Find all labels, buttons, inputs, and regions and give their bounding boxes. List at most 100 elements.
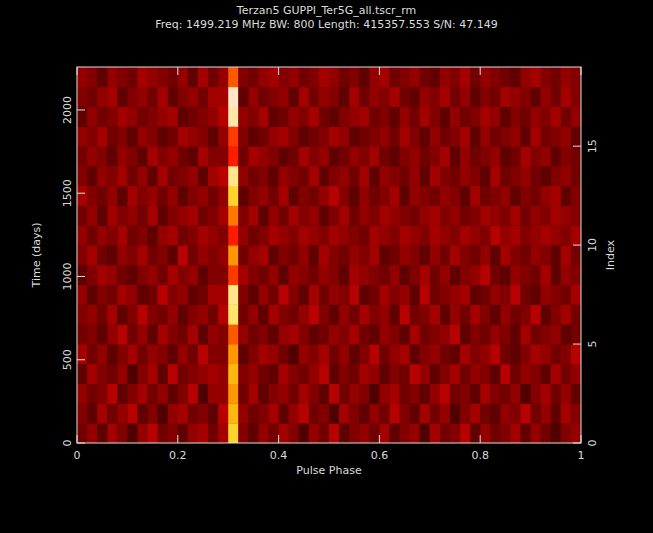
- y-tick-label: 0: [61, 440, 74, 447]
- cell: [319, 423, 329, 443]
- y2-tick: [573, 245, 581, 246]
- cell: [521, 206, 531, 226]
- cell: [541, 126, 551, 146]
- cell: [389, 166, 399, 186]
- cell: [228, 403, 238, 423]
- cell: [369, 423, 379, 443]
- cell: [188, 384, 198, 404]
- x-tick-top: [77, 67, 78, 75]
- cell: [470, 344, 480, 364]
- cell: [400, 403, 410, 423]
- cell: [410, 146, 420, 166]
- y2-axis-title: Index: [604, 239, 617, 270]
- cell: [541, 344, 551, 364]
- cell: [389, 265, 399, 285]
- cell: [369, 364, 379, 384]
- cell: [541, 324, 551, 344]
- cell: [329, 245, 339, 265]
- cell: [339, 324, 349, 344]
- cell: [359, 384, 369, 404]
- cell: [490, 423, 500, 443]
- cell: [430, 206, 440, 226]
- cell: [480, 225, 490, 245]
- frame: [77, 67, 581, 443]
- cell: [228, 423, 238, 443]
- cell: [309, 245, 319, 265]
- cell: [218, 265, 228, 285]
- cell: [420, 403, 430, 423]
- cell: [510, 344, 520, 364]
- cell: [410, 67, 420, 87]
- cell: [97, 146, 107, 166]
- cell: [470, 107, 480, 127]
- cell: [420, 67, 430, 87]
- cell: [410, 285, 420, 305]
- cell: [289, 324, 299, 344]
- cell: [309, 423, 319, 443]
- cell: [349, 403, 359, 423]
- x-tick: [278, 435, 279, 443]
- cell: [500, 245, 510, 265]
- cell: [97, 423, 107, 443]
- cell: [107, 403, 117, 423]
- cell: [258, 107, 268, 127]
- cell: [188, 403, 198, 423]
- cell: [480, 245, 490, 265]
- cell: [238, 423, 248, 443]
- cell: [87, 344, 97, 364]
- cell: [389, 107, 399, 127]
- cell: [500, 285, 510, 305]
- cell: [289, 403, 299, 423]
- cell: [168, 384, 178, 404]
- cell: [571, 285, 581, 305]
- cell: [531, 67, 541, 87]
- cell: [238, 67, 248, 87]
- cell: [87, 384, 97, 404]
- cell: [279, 206, 289, 226]
- cell: [248, 67, 258, 87]
- cell: [500, 384, 510, 404]
- cell: [319, 265, 329, 285]
- cell: [87, 364, 97, 384]
- cell: [420, 107, 430, 127]
- cell: [238, 344, 248, 364]
- cell: [420, 304, 430, 324]
- cell: [460, 285, 470, 305]
- cell: [551, 225, 561, 245]
- cell: [349, 146, 359, 166]
- cell: [117, 67, 127, 87]
- cell: [137, 225, 147, 245]
- cell: [299, 423, 309, 443]
- cell: [551, 206, 561, 226]
- cell: [571, 265, 581, 285]
- cell: [117, 87, 127, 107]
- cell: [440, 344, 450, 364]
- cell: [521, 304, 531, 324]
- cell: [470, 206, 480, 226]
- cell: [541, 186, 551, 206]
- cell: [470, 87, 480, 107]
- cell: [279, 126, 289, 146]
- cell: [521, 186, 531, 206]
- cell: [510, 225, 520, 245]
- cell: [571, 364, 581, 384]
- cell: [561, 285, 571, 305]
- cell: [319, 87, 329, 107]
- cell: [510, 107, 520, 127]
- cell: [500, 146, 510, 166]
- y2-tick: [573, 443, 581, 444]
- cell: [460, 245, 470, 265]
- cell: [198, 146, 208, 166]
- cell: [369, 265, 379, 285]
- cell: [500, 265, 510, 285]
- cell: [460, 225, 470, 245]
- cell: [339, 344, 349, 364]
- cell: [208, 107, 218, 127]
- cell: [359, 245, 369, 265]
- cell: [137, 87, 147, 107]
- cell: [521, 324, 531, 344]
- cell: [510, 364, 520, 384]
- cell: [168, 304, 178, 324]
- cell: [289, 67, 299, 87]
- cell: [510, 245, 520, 265]
